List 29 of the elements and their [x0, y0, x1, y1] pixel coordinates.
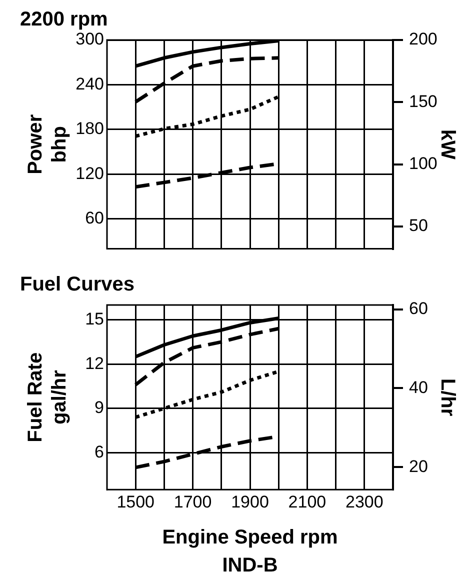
y-tick-label: 6 — [94, 442, 104, 462]
y-tick-label: 9 — [94, 398, 104, 418]
y-tick-label: 240 — [76, 74, 104, 94]
chart-title: 2200 rpm — [20, 8, 108, 31]
x-tick-label: 1500 — [116, 492, 155, 512]
x-tick-label: 1700 — [174, 492, 212, 512]
chart-title: Fuel Curves — [20, 274, 134, 296]
y2-axis-title: kW — [436, 129, 458, 160]
y-axis-title: Power bhp — [24, 114, 71, 174]
y-tick-label: 120 — [76, 164, 104, 183]
y2-tick-label: 100 — [409, 154, 438, 173]
y-tick-label: 15 — [85, 309, 104, 328]
y2-axis-title: L/hr — [436, 378, 458, 416]
x-tick-label: 2100 — [288, 492, 326, 512]
x-tick-label: 2300 — [345, 492, 384, 512]
y-axis-title: Fuel Rate gal/hr — [24, 352, 71, 442]
y2-tick-label: 200 — [409, 30, 438, 49]
y2-tick-label: 150 — [409, 92, 438, 111]
y-tick-label: 60 — [85, 208, 104, 228]
y2-tick-label: 20 — [409, 456, 428, 476]
y2-tick-label: 50 — [409, 216, 428, 236]
text: IND-B — [222, 554, 278, 577]
y2-tick-label: 40 — [409, 378, 428, 397]
y-tick-label: 12 — [85, 354, 104, 373]
y-tick-label: 300 — [76, 30, 104, 49]
x-axis-title: Engine Speed rpm — [162, 526, 338, 549]
x-tick-label: 1900 — [231, 492, 269, 512]
y-tick-label: 180 — [76, 119, 104, 138]
y2-tick-label: 60 — [409, 299, 428, 318]
